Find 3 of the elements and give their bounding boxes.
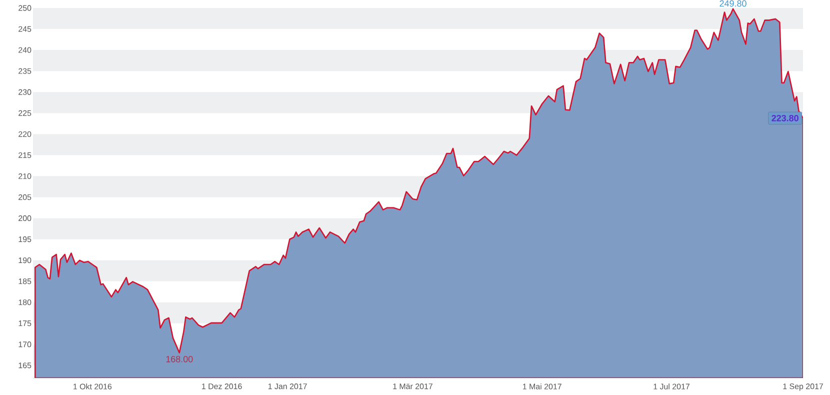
text: 249.80 (720, 0, 746, 7)
annotation: 223.80 (772, 114, 798, 122)
annotation: 168.00 (166, 356, 193, 362)
